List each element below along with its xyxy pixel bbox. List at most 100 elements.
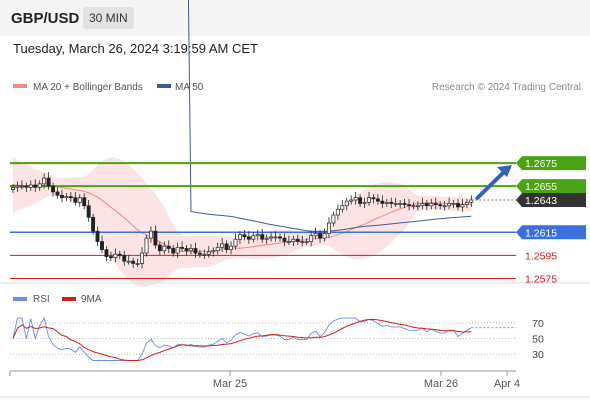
candle-body (282, 237, 287, 242)
level-label-1.2643: 1.2643 (525, 195, 557, 207)
ma20-legend-label: MA 20 + Bollinger Bands (33, 82, 143, 93)
level-label-1.2575: 1.2575 (525, 273, 557, 285)
rsi-panel: 70 50 30 (10, 316, 544, 361)
candle (37, 180, 42, 191)
candle (224, 240, 229, 254)
candle-body (117, 253, 122, 256)
candle-body (157, 244, 162, 252)
candle (24, 182, 29, 192)
candle (46, 172, 51, 190)
candle (11, 183, 15, 194)
candle-body (162, 245, 167, 252)
candle-body (46, 177, 51, 187)
candle-body (309, 235, 314, 242)
level-label-1.2615: 1.2615 (525, 227, 557, 239)
support-resistance-layer: 1.2675 1.2655 1.2643 1.2615 1.2595 1.2575 (10, 156, 586, 285)
candle (464, 198, 469, 209)
candle (429, 198, 434, 210)
candle (153, 225, 158, 249)
candle-body (224, 243, 229, 250)
candle-body (451, 203, 456, 205)
ma20-legend-swatch (13, 84, 27, 88)
candle-body (456, 203, 460, 208)
candle-body (420, 203, 425, 207)
candle (82, 193, 87, 210)
candle (416, 201, 420, 211)
candle (242, 230, 247, 241)
candle-body (184, 248, 189, 252)
projection-arrow-head (497, 165, 512, 178)
candle-body (238, 234, 242, 240)
candle-body (122, 255, 127, 262)
candle-body (42, 177, 47, 185)
candle (331, 211, 336, 227)
candle-body (28, 184, 33, 188)
candle-body (375, 198, 380, 202)
timeframe-badge[interactable]: 30 MIN (83, 7, 134, 29)
x-tick-label-1: Mar 26 (424, 378, 458, 390)
candle-body (424, 203, 429, 207)
candle-body (464, 201, 469, 205)
candle (113, 248, 118, 263)
moving-average-layer (12, 0, 472, 253)
candle-body (104, 249, 109, 257)
candle (144, 234, 149, 257)
candle (420, 197, 425, 210)
candle (286, 235, 291, 245)
candle-body (251, 235, 256, 240)
candle-body (126, 260, 131, 263)
candle (206, 246, 211, 258)
candle (367, 191, 371, 206)
candle-body (286, 241, 291, 243)
candle-body (358, 197, 363, 204)
candle-body (166, 245, 171, 249)
candle (140, 247, 144, 269)
candle (273, 231, 278, 242)
candle (300, 235, 305, 247)
x-tick-label-2: Apr 4 (494, 378, 520, 390)
candle (309, 231, 314, 247)
candle (189, 243, 193, 255)
candle-body (171, 248, 176, 254)
candle (86, 200, 91, 222)
candle (456, 198, 460, 211)
rsi-ma-line (12, 318, 472, 361)
candle (149, 226, 153, 243)
candle (211, 247, 216, 257)
candle-body (73, 197, 78, 203)
candle (260, 228, 265, 243)
candle-body (291, 238, 296, 242)
candle-body (340, 205, 345, 210)
candle (335, 204, 340, 220)
rsi-line (12, 316, 472, 361)
candle (233, 233, 238, 250)
candle-body (371, 197, 376, 200)
candle (126, 255, 131, 265)
candle (318, 230, 323, 243)
candle-body (19, 185, 24, 188)
level-label-1.2595: 1.2595 (525, 250, 557, 262)
candle (175, 242, 180, 258)
candle (451, 200, 456, 209)
candle-body (255, 234, 260, 237)
ma50-line (187, 0, 472, 232)
candle-body (11, 186, 15, 190)
candle-body (380, 200, 385, 204)
ma50-legend-swatch (157, 84, 171, 88)
candle-body (64, 196, 69, 199)
candle (349, 195, 354, 205)
candle (358, 194, 363, 207)
candle-body (393, 203, 398, 205)
candle (384, 198, 389, 207)
candle (73, 191, 78, 206)
candle-body (264, 237, 269, 240)
candle (55, 187, 60, 199)
rsi-ma-legend-label: 9MA (81, 294, 102, 305)
candle-body (215, 246, 220, 252)
candle-body (140, 252, 144, 264)
candle (344, 197, 349, 211)
candle (424, 200, 429, 211)
candle-body (411, 205, 416, 208)
candle-body (33, 184, 38, 188)
candle-body (68, 196, 73, 199)
